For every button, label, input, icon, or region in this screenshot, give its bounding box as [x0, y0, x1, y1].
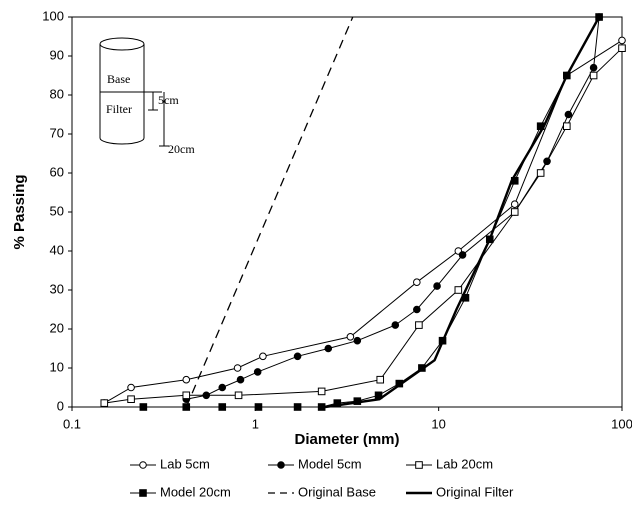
data-point	[254, 403, 263, 411]
series-line	[185, 16, 354, 408]
data-point	[182, 391, 191, 400]
series-line	[324, 16, 601, 409]
legend-label: Lab 5cm	[160, 456, 210, 471]
x-tick-label: 10	[431, 416, 445, 431]
cylinder-top	[99, 37, 145, 51]
y-tick-label: 50	[50, 203, 64, 218]
legend-label: Model 5cm	[298, 456, 362, 471]
legend-label: Lab 20cm	[436, 456, 493, 471]
y-tick-label: 10	[50, 359, 64, 374]
x-tick-label: 1	[252, 416, 259, 431]
data-point	[391, 321, 400, 329]
y-tick-label: 0	[57, 398, 64, 413]
data-point	[454, 286, 463, 294]
y-axis-label: % Passing	[11, 174, 28, 249]
data-point	[458, 251, 467, 259]
y-tick-label: 30	[50, 281, 64, 296]
data-point	[233, 364, 242, 372]
series-line	[143, 16, 600, 408]
data-point	[324, 344, 333, 353]
legend-label: Original Base	[298, 484, 376, 499]
label-5cm: 5cm	[158, 93, 179, 107]
data-point	[564, 110, 573, 119]
data-point	[618, 36, 626, 45]
data-point	[293, 352, 302, 361]
data-point	[234, 391, 243, 400]
data-point	[376, 375, 385, 384]
x-tick-label: 100	[611, 416, 632, 431]
y-tick-label: 60	[50, 164, 64, 179]
legend-marker	[277, 461, 285, 469]
data-point	[346, 333, 355, 341]
legend-label: Original Filter	[436, 484, 514, 499]
data-point	[413, 305, 421, 314]
data-point	[510, 200, 519, 208]
data-point	[127, 395, 135, 403]
data-point	[536, 169, 545, 177]
data-point	[317, 387, 326, 396]
data-point	[139, 403, 148, 411]
data-point	[317, 403, 326, 411]
data-point	[236, 375, 245, 384]
data-point	[413, 278, 421, 287]
data-point	[618, 44, 626, 53]
data-point	[100, 399, 109, 407]
label-20cm: 20cm	[168, 142, 195, 156]
data-point	[353, 336, 362, 345]
y-tick-label: 20	[50, 320, 64, 335]
data-point	[218, 403, 227, 411]
series-line	[104, 39, 623, 404]
data-point	[589, 63, 598, 72]
y-tick-label: 40	[50, 242, 64, 257]
inset-diagram: Base Filter 5cm 20cm	[99, 37, 195, 156]
data-point	[253, 368, 262, 376]
legend-marker	[415, 461, 423, 469]
data-point	[293, 403, 302, 411]
y-tick-label: 100	[42, 8, 64, 23]
data-point	[589, 71, 598, 80]
data-point	[182, 375, 191, 384]
x-axis-label: Diameter (mm)	[294, 431, 399, 448]
data-point	[510, 208, 519, 216]
y-tick-label: 80	[50, 86, 64, 101]
data-point	[218, 383, 227, 392]
label-base: Base	[107, 72, 130, 86]
x-tick-label: 0.1	[63, 416, 81, 431]
series-line	[186, 16, 600, 400]
cylinder-body	[99, 44, 145, 145]
y-tick-label: 70	[50, 125, 64, 140]
legend-marker	[139, 461, 147, 469]
data-point	[127, 383, 135, 392]
y-tick-label: 90	[50, 47, 64, 62]
legend-label: Model 20cm	[160, 484, 231, 499]
data-point	[415, 321, 423, 329]
series-line	[104, 47, 623, 404]
legend-marker	[139, 489, 147, 497]
data-point	[563, 122, 571, 131]
plot-frame	[71, 16, 623, 408]
data-point	[259, 352, 267, 361]
label-filter: Filter	[106, 102, 132, 116]
data-point	[433, 282, 441, 290]
